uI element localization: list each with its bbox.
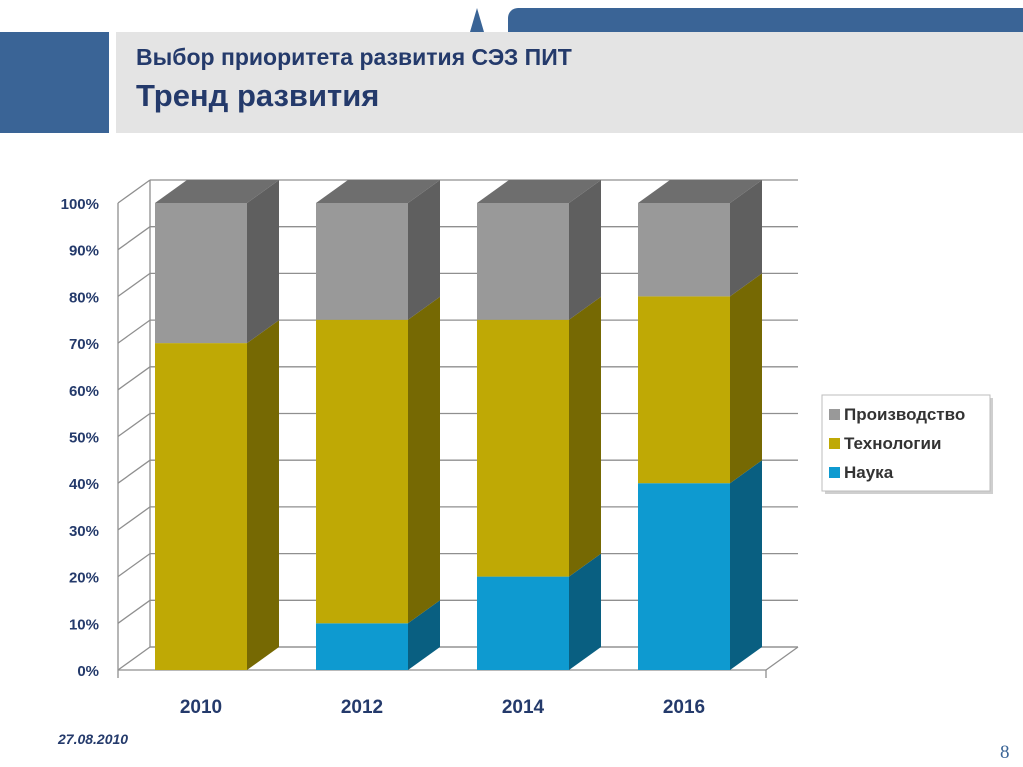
- bar-side: [408, 180, 440, 320]
- gridline-wall: [117, 179, 151, 204]
- gridline-wall: [117, 366, 151, 391]
- header-top-tab: [508, 8, 1023, 32]
- y-tick-label: 100%: [61, 196, 99, 213]
- bar-side: [569, 296, 601, 577]
- page-number: 8: [1000, 742, 1010, 763]
- y-tick-label: 70%: [69, 336, 99, 353]
- bar-side: [408, 600, 440, 670]
- bar-segment: [477, 576, 569, 670]
- bar-top: [477, 180, 601, 203]
- y-tick-label: 20%: [69, 570, 99, 587]
- chart-bars: [155, 180, 762, 670]
- bar-side: [247, 180, 279, 344]
- header-notch-decoration: [470, 8, 484, 32]
- y-tick-label: 30%: [69, 523, 99, 540]
- gridline-wall: [117, 319, 151, 344]
- legend-box: [821, 394, 991, 492]
- legend-swatch: [829, 467, 840, 478]
- bar-segment: [638, 203, 730, 297]
- bar-segment: [638, 296, 730, 484]
- chart-tick-labels: 0% 10% 20% 30% 40% 50% 60% 70% 80% 90% 100% 2010 201…: [61, 196, 706, 718]
- bar-segment: [638, 483, 730, 670]
- y-tick-label: 10%: [69, 616, 99, 633]
- y-tick-label: 90%: [69, 243, 99, 260]
- y-tick-label: 40%: [69, 476, 99, 493]
- gridline-wall: [117, 459, 151, 484]
- bar-segment: [477, 203, 569, 320]
- bar-side: [730, 273, 762, 484]
- gridline-wall: [117, 272, 151, 297]
- slide-title: Выбор приоритета развития СЭЗ ПИТ: [136, 44, 572, 70]
- header-band: [116, 32, 1023, 133]
- legend-label: Технологии: [844, 434, 941, 453]
- bar-top: [316, 180, 440, 203]
- gridline-wall: [117, 553, 151, 578]
- bar-side: [408, 296, 440, 624]
- legend-label: Наука: [844, 463, 894, 482]
- x-tick-label: 2016: [663, 697, 705, 718]
- x-tick-label: 2014: [502, 697, 545, 718]
- y-tick-label: 0%: [77, 663, 99, 680]
- bar-side: [569, 553, 601, 670]
- bar-segment: [155, 343, 247, 670]
- gridline-wall: [117, 599, 151, 624]
- footer-date: 27.08.2010: [58, 731, 129, 747]
- bar-side: [247, 320, 279, 670]
- gridline-wall: [117, 646, 151, 671]
- bar-side: [730, 460, 762, 670]
- bar-segment: [316, 319, 408, 624]
- bar-segment: [477, 319, 569, 577]
- chart-legend: Производство Технологии Наука: [821, 394, 993, 494]
- header-left-block: [0, 32, 109, 133]
- legend-swatch: [829, 409, 840, 420]
- legend-label: Производство: [844, 405, 965, 424]
- y-tick-label: 50%: [69, 430, 99, 447]
- slide-subtitle: Тренд развития: [136, 78, 380, 113]
- y-tick-label: 60%: [69, 383, 99, 400]
- gridline-wall: [117, 506, 151, 531]
- y-tick-label: 80%: [69, 289, 99, 306]
- gridline-wall: [117, 226, 151, 251]
- bar-segment: [316, 623, 408, 670]
- floor-right-edge: [765, 646, 799, 671]
- bar-top: [155, 180, 279, 203]
- bar-top: [638, 180, 762, 203]
- x-tick-label: 2010: [180, 697, 222, 718]
- gridline-wall: [117, 412, 151, 438]
- bar-side: [730, 180, 762, 297]
- x-tick-label: 2012: [341, 697, 383, 718]
- bar-segment: [155, 203, 247, 344]
- legend-swatch: [829, 438, 840, 449]
- bar-segment: [316, 203, 408, 320]
- bar-side: [569, 180, 601, 320]
